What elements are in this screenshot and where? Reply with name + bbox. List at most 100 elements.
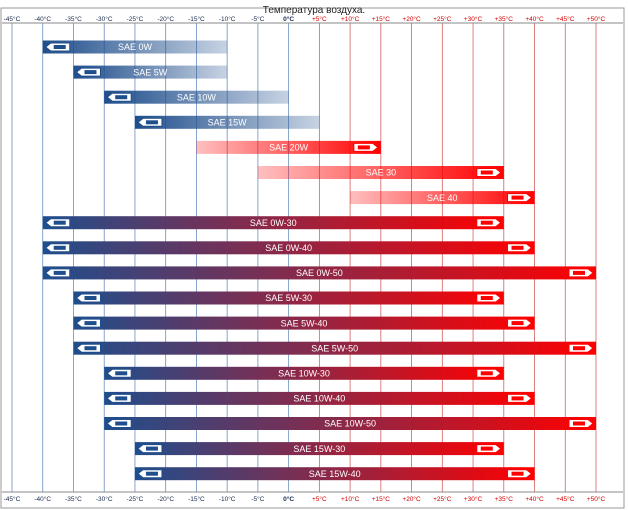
bar-label: SAE 15W-40 <box>309 469 361 479</box>
bar-label: SAE 0W <box>118 42 153 52</box>
x-tick-label-top: +15°C <box>372 15 391 23</box>
x-tick-label-bottom: -10°C <box>219 495 236 503</box>
x-tick-label-top: -10°C <box>219 15 236 23</box>
x-tick-label-top: -15°C <box>188 15 205 23</box>
x-tick-label-bottom: +5°C <box>312 495 327 503</box>
x-tick-label-bottom: +40°C <box>525 495 544 503</box>
min-arrow-core <box>84 296 97 300</box>
viscosity-bar: SAE 10W <box>104 90 289 104</box>
min-arrow-core <box>145 120 158 125</box>
max-arrow-core <box>573 421 585 426</box>
x-tick-label-top: -45°C <box>4 15 21 23</box>
x-tick-label-top: +10°C <box>341 15 360 23</box>
bar-fill <box>73 65 228 79</box>
bar-label: SAE 0W-50 <box>296 268 343 278</box>
bar-fill <box>42 241 535 255</box>
min-arrow-core <box>53 245 66 250</box>
min-arrow-core <box>115 95 128 100</box>
viscosity-bar: SAE 15W <box>134 115 320 129</box>
bar-label: SAE 10W-30 <box>278 369 330 379</box>
viscosity-bar: SAE 15W-30 <box>134 442 504 456</box>
bar-label: SAE 0W-40 <box>265 243 312 253</box>
x-tick-label-top: -25°C <box>127 15 144 23</box>
x-tick-label-top: -40°C <box>34 15 51 23</box>
max-arrow-core <box>511 245 524 250</box>
x-tick-label-bottom: +25°C <box>433 495 452 503</box>
x-tick-label-bottom: -30°C <box>96 495 113 503</box>
max-arrow-core <box>480 220 493 225</box>
max-arrow-core <box>511 321 524 326</box>
x-tick-label-bottom: +30°C <box>464 495 483 503</box>
x-tick-label-bottom: -15°C <box>188 495 205 503</box>
bar-fill <box>134 115 320 129</box>
x-tick-label-bottom: +10°C <box>341 495 360 503</box>
max-arrow-core <box>511 195 524 200</box>
bar-fill <box>73 291 504 305</box>
x-tick-label-top: +5°C <box>312 15 327 23</box>
viscosity-bar: SAE 0W-30 <box>42 216 504 230</box>
chart-frame <box>0 7 625 509</box>
chart-title: Температура воздуха. <box>263 5 365 16</box>
viscosity-bar: SAE 0W-50 <box>42 266 597 280</box>
max-arrow-core <box>511 471 524 476</box>
min-arrow-core <box>53 220 66 225</box>
bar-fill <box>42 216 504 230</box>
x-tick-label-bottom: -25°C <box>127 495 144 503</box>
x-tick-label-top: +50°C <box>587 15 606 23</box>
bar-fill <box>104 417 597 430</box>
x-tick-label-bottom: +15°C <box>372 495 391 503</box>
max-arrow-core <box>480 371 493 376</box>
x-tick-label-top: -35°C <box>65 15 82 23</box>
min-arrow-core <box>84 321 97 326</box>
x-tick-label-top: +35°C <box>495 15 514 23</box>
x-tick-label-bottom: 0°C <box>283 495 294 503</box>
bar-label: SAE 5W <box>133 67 168 77</box>
max-arrow-core <box>573 270 585 275</box>
max-arrow-core <box>480 170 493 175</box>
x-tick-label-bottom: -45°C <box>4 495 21 503</box>
x-tick-label-top: +45°C <box>556 15 575 23</box>
bar-label: SAE 15W-30 <box>293 444 345 454</box>
bar-fill <box>134 467 535 481</box>
x-tick-label-top: +40°C <box>525 15 544 23</box>
bar-fill <box>42 40 228 54</box>
bar-label: SAE 10W-50 <box>324 419 376 429</box>
x-tick-label-bottom: -40°C <box>34 495 51 503</box>
min-arrow-core <box>53 270 66 275</box>
viscosity-bar: SAE 30 <box>257 166 504 179</box>
bar-fill <box>73 316 535 330</box>
viscosity-bar: SAE 10W-50 <box>104 417 597 430</box>
bar-fill <box>104 90 289 104</box>
max-arrow-core <box>573 346 585 351</box>
min-arrow-core <box>145 471 158 476</box>
x-tick-label-bottom: -35°C <box>65 495 82 503</box>
viscosity-bar: SAE 10W-30 <box>104 366 504 380</box>
bar-label: SAE 15W <box>208 118 248 128</box>
max-arrow-core <box>480 296 493 300</box>
viscosity-bar: SAE 5W-40 <box>73 316 535 330</box>
bar-fill <box>42 266 597 280</box>
viscosity-bar: SAE 0W <box>42 40 228 54</box>
min-arrow-core <box>115 371 128 376</box>
x-tick-label-bottom: +20°C <box>402 495 421 503</box>
bar-fill <box>134 442 504 456</box>
x-tick-label-top: +25°C <box>433 15 452 23</box>
viscosity-bar: SAE 20W <box>196 140 381 154</box>
viscosity-bar: SAE 5W-50 <box>73 341 596 355</box>
bar-label: SAE 20W <box>269 143 309 153</box>
min-arrow-core <box>145 446 158 451</box>
viscosity-bar: SAE 40 <box>350 191 535 205</box>
x-tick-label-bottom: -5°C <box>251 495 264 503</box>
bar-label: SAE 5W-40 <box>281 318 328 328</box>
viscosity-bar: SAE 0W-40 <box>42 241 535 255</box>
min-arrow-core <box>84 70 97 75</box>
bar-fill <box>257 166 504 179</box>
bar-label: SAE 5W-50 <box>311 343 358 353</box>
x-tick-label-top: -20°C <box>157 15 174 23</box>
bar-label: SAE 10W <box>177 92 217 102</box>
min-arrow-core <box>84 346 97 351</box>
min-arrow-core <box>115 396 128 401</box>
bar-label: SAE 5W-30 <box>265 293 312 303</box>
x-tick-label-top: +30°C <box>464 15 483 23</box>
